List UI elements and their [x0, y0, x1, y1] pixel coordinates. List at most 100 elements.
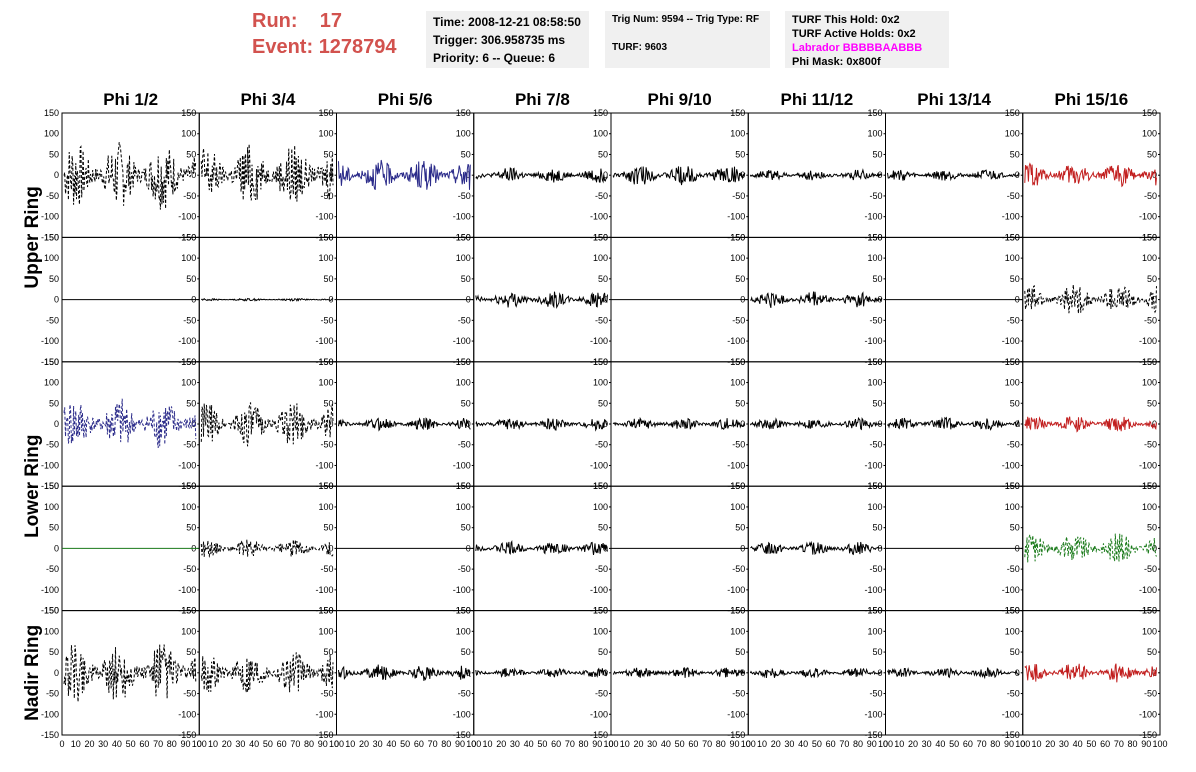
waveform [1024, 162, 1157, 188]
y-tick-label: -50 [1144, 564, 1157, 574]
y-tick-label-left: 50 [49, 647, 59, 657]
y-tick-label: -50 [595, 315, 608, 325]
y-tick-label: 50 [872, 647, 882, 657]
y-tick-label-left: -150 [41, 730, 59, 740]
y-tick-label: -50 [320, 315, 333, 325]
x-tick-label: 30 [373, 739, 383, 749]
y-tick-label: -100 [727, 585, 745, 595]
x-tick-label: 20 [771, 739, 781, 749]
x-tick-label: 40 [112, 739, 122, 749]
waveform [612, 416, 746, 430]
y-tick-label: 150 [456, 232, 471, 242]
x-tick-label: 80 [853, 739, 863, 749]
y-tick-label: -100 [1002, 585, 1020, 595]
x-tick-label: 10 [894, 739, 904, 749]
y-tick-label-left: 50 [49, 149, 59, 159]
y-tick-label: 50 [1010, 274, 1020, 284]
y-tick-label: -50 [320, 564, 333, 574]
x-tick-label: 0 [883, 739, 888, 749]
waveform [750, 291, 883, 309]
y-tick-label: -100 [590, 336, 608, 346]
y-tick-label: 50 [1147, 523, 1157, 533]
y-tick-label: 150 [318, 108, 333, 118]
x-tick-label: 70 [153, 739, 163, 749]
turf-text: TURF: 9603 [612, 42, 668, 53]
event-label: Event: [252, 36, 314, 58]
y-tick-label: 50 [461, 398, 471, 408]
y-tick-label: -100 [315, 709, 333, 719]
y-tick-label: -100 [1002, 212, 1020, 222]
y-tick-label: 150 [456, 481, 471, 491]
y-tick-label-left: -100 [41, 336, 59, 346]
y-tick-label: -50 [458, 440, 471, 450]
y-tick-label: -100 [727, 336, 745, 346]
x-tick-label: 10 [757, 739, 767, 749]
y-tick-label-left: 100 [44, 129, 59, 139]
y-tick-label: 150 [593, 606, 608, 616]
y-tick-label: -100 [453, 336, 471, 346]
y-tick-label: 50 [323, 149, 333, 159]
y-tick-label: 100 [1005, 502, 1020, 512]
y-tick-label: 50 [1010, 398, 1020, 408]
y-tick-label: -150 [727, 730, 745, 740]
y-tick-label: 150 [593, 481, 608, 491]
turf-info-box: TURF This Hold: 0x2 TURF Active Holds: 0… [785, 11, 949, 68]
y-tick-label: 50 [323, 398, 333, 408]
y-tick-label: 150 [867, 606, 882, 616]
y-tick-label: 150 [318, 606, 333, 616]
y-tick-label: 50 [872, 398, 882, 408]
y-tick-label-left: -50 [46, 440, 59, 450]
y-tick-label: 0 [1152, 170, 1157, 180]
x-tick-label: 20 [1045, 739, 1055, 749]
y-tick-label: -50 [458, 689, 471, 699]
run-label: Run: [252, 10, 298, 32]
x-tick-label: 70 [702, 739, 712, 749]
y-tick-label: 150 [867, 232, 882, 242]
y-tick-label-left: -100 [41, 709, 59, 719]
x-tick-label: 0 [471, 739, 476, 749]
y-tick-label-left: 150 [44, 606, 59, 616]
event-value: 1278794 [318, 36, 397, 58]
waveform [749, 416, 883, 431]
y-tick-label: 100 [730, 129, 745, 139]
waveform [200, 297, 334, 302]
x-tick-label: 100 [466, 739, 481, 749]
x-tick-label: 70 [428, 739, 438, 749]
y-tick-label: 150 [1005, 232, 1020, 242]
y-tick-label: -50 [732, 191, 745, 201]
x-tick-label: 10 [71, 739, 81, 749]
y-tick-label: 50 [461, 523, 471, 533]
y-tick-label: 100 [456, 502, 471, 512]
y-tick-label: -50 [732, 564, 745, 574]
x-tick-label: 40 [524, 739, 534, 749]
y-tick-label: 150 [1142, 606, 1157, 616]
y-tick-label: -100 [315, 336, 333, 346]
x-tick-label: 100 [1152, 739, 1167, 749]
x-tick-label: 60 [1100, 739, 1110, 749]
x-tick-label: 80 [579, 739, 589, 749]
y-tick-label: -100 [453, 212, 471, 222]
y-tick-label: 150 [593, 232, 608, 242]
waveform [612, 166, 746, 186]
y-tick-label: -50 [183, 315, 196, 325]
y-tick-label: 100 [730, 502, 745, 512]
y-tick-label: 0 [603, 170, 608, 180]
x-tick-label: 40 [935, 739, 945, 749]
y-tick-label: 150 [867, 357, 882, 367]
y-tick-label: 150 [1142, 232, 1157, 242]
y-tick-label: 150 [318, 357, 333, 367]
waveform [338, 664, 471, 681]
y-tick-label: 100 [730, 253, 745, 263]
y-tick-label: -100 [1002, 460, 1020, 470]
waveform [612, 667, 746, 678]
y-tick-label: -50 [869, 440, 882, 450]
column-title: Phi 11/12 [780, 90, 853, 109]
y-tick-label-left: 150 [44, 357, 59, 367]
y-tick-label: 100 [730, 378, 745, 388]
y-tick-label: -50 [1007, 564, 1020, 574]
x-tick-label: 50 [1086, 739, 1096, 749]
y-tick-label: 50 [735, 647, 745, 657]
y-tick-label: -100 [590, 585, 608, 595]
y-tick-label: 100 [593, 253, 608, 263]
